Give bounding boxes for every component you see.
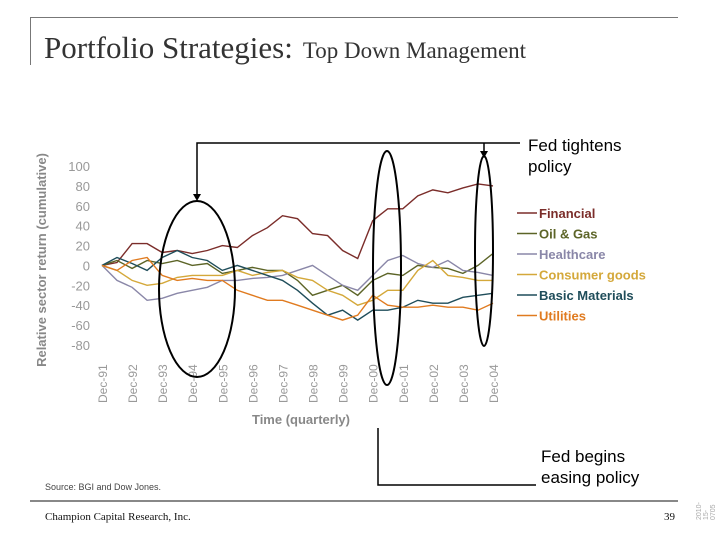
- x-tick-label: Dec-99: [337, 364, 351, 403]
- y-tick-label: 40: [76, 219, 90, 234]
- x-tick-label: Dec-04: [487, 364, 501, 403]
- page-number: 39: [664, 511, 675, 523]
- annotation-shapes: [158, 142, 536, 486]
- title-rule: [30, 17, 678, 18]
- y-tick-label: 80: [76, 179, 90, 194]
- y-tick-label: 100: [68, 159, 90, 174]
- annotation-line: Fed tightens: [528, 136, 622, 155]
- annotation-line: easing policy: [541, 468, 640, 487]
- footer-rule: [30, 500, 678, 502]
- ease-connector: [377, 428, 536, 486]
- arrowhead-1994: [193, 194, 201, 201]
- legend-label: Oil & Gas: [539, 227, 598, 242]
- legend-label: Consumer goods: [539, 268, 646, 283]
- series-line-consumer-goods: [101, 259, 493, 306]
- legend-label: Financial: [539, 206, 595, 221]
- tighten-connector: [196, 142, 520, 196]
- y-axis-label: Relative sector return (cumulative): [34, 153, 49, 367]
- arrowhead-2004: [480, 151, 488, 158]
- series-line-basic-materials: [101, 249, 494, 321]
- y-tick-label: -80: [71, 338, 90, 353]
- x-tick-label: Dec-98: [307, 364, 321, 403]
- ellipse-2000: [372, 150, 402, 386]
- x-tick-label: Dec-95: [216, 364, 230, 403]
- annotation-fed-easing: Fed begins easing policy: [541, 446, 639, 488]
- x-tick-label: Dec-92: [126, 364, 140, 403]
- title-main: Portfolio Strategies:: [44, 30, 293, 65]
- x-tick-label: Dec-03: [457, 364, 471, 403]
- legend-label: Healthcare: [539, 247, 605, 262]
- y-tick-label: -20: [71, 278, 90, 293]
- legend-label: Basic Materials: [539, 288, 634, 303]
- slide-title: Portfolio Strategies: Top Down Management: [44, 30, 526, 66]
- y-tick-label: 0: [83, 258, 90, 273]
- x-tick-label: Dec-94: [186, 364, 200, 403]
- series-line-healthcare: [101, 254, 494, 302]
- y-tick-label: -60: [71, 318, 90, 333]
- y-tick-label: -40: [71, 298, 90, 313]
- title-sub: Top Down Management: [302, 38, 527, 63]
- x-tick-label: Dec-96: [246, 364, 260, 403]
- series-line-financial: [101, 183, 494, 267]
- x-tick-label: Dec-97: [276, 364, 290, 403]
- y-tick-label: 20: [76, 239, 90, 254]
- x-axis-label: Time (quarterly): [252, 412, 350, 427]
- x-tick-label: Dec-93: [156, 364, 170, 403]
- annotation-line: Fed begins: [541, 447, 626, 466]
- footer-company: Champion Capital Research, Inc.: [45, 511, 191, 523]
- side-code: 2010-15-0705: [696, 502, 717, 520]
- legend-label: Utilities: [539, 309, 586, 324]
- source-note: Source: BGI and Dow Jones.: [45, 482, 162, 492]
- x-tick-label: Dec-00: [367, 364, 381, 403]
- annotation-line: policy: [528, 157, 572, 176]
- x-tick-label: Dec-91: [96, 364, 110, 403]
- annotation-fed-tightens: Fed tightens policy: [528, 135, 622, 177]
- x-tick-label: Dec-02: [427, 364, 441, 403]
- y-tick-label: 60: [76, 199, 90, 214]
- x-tick-label: Dec-01: [397, 364, 411, 403]
- title-rule-left: [30, 17, 31, 65]
- series-line-utilities: [101, 256, 494, 321]
